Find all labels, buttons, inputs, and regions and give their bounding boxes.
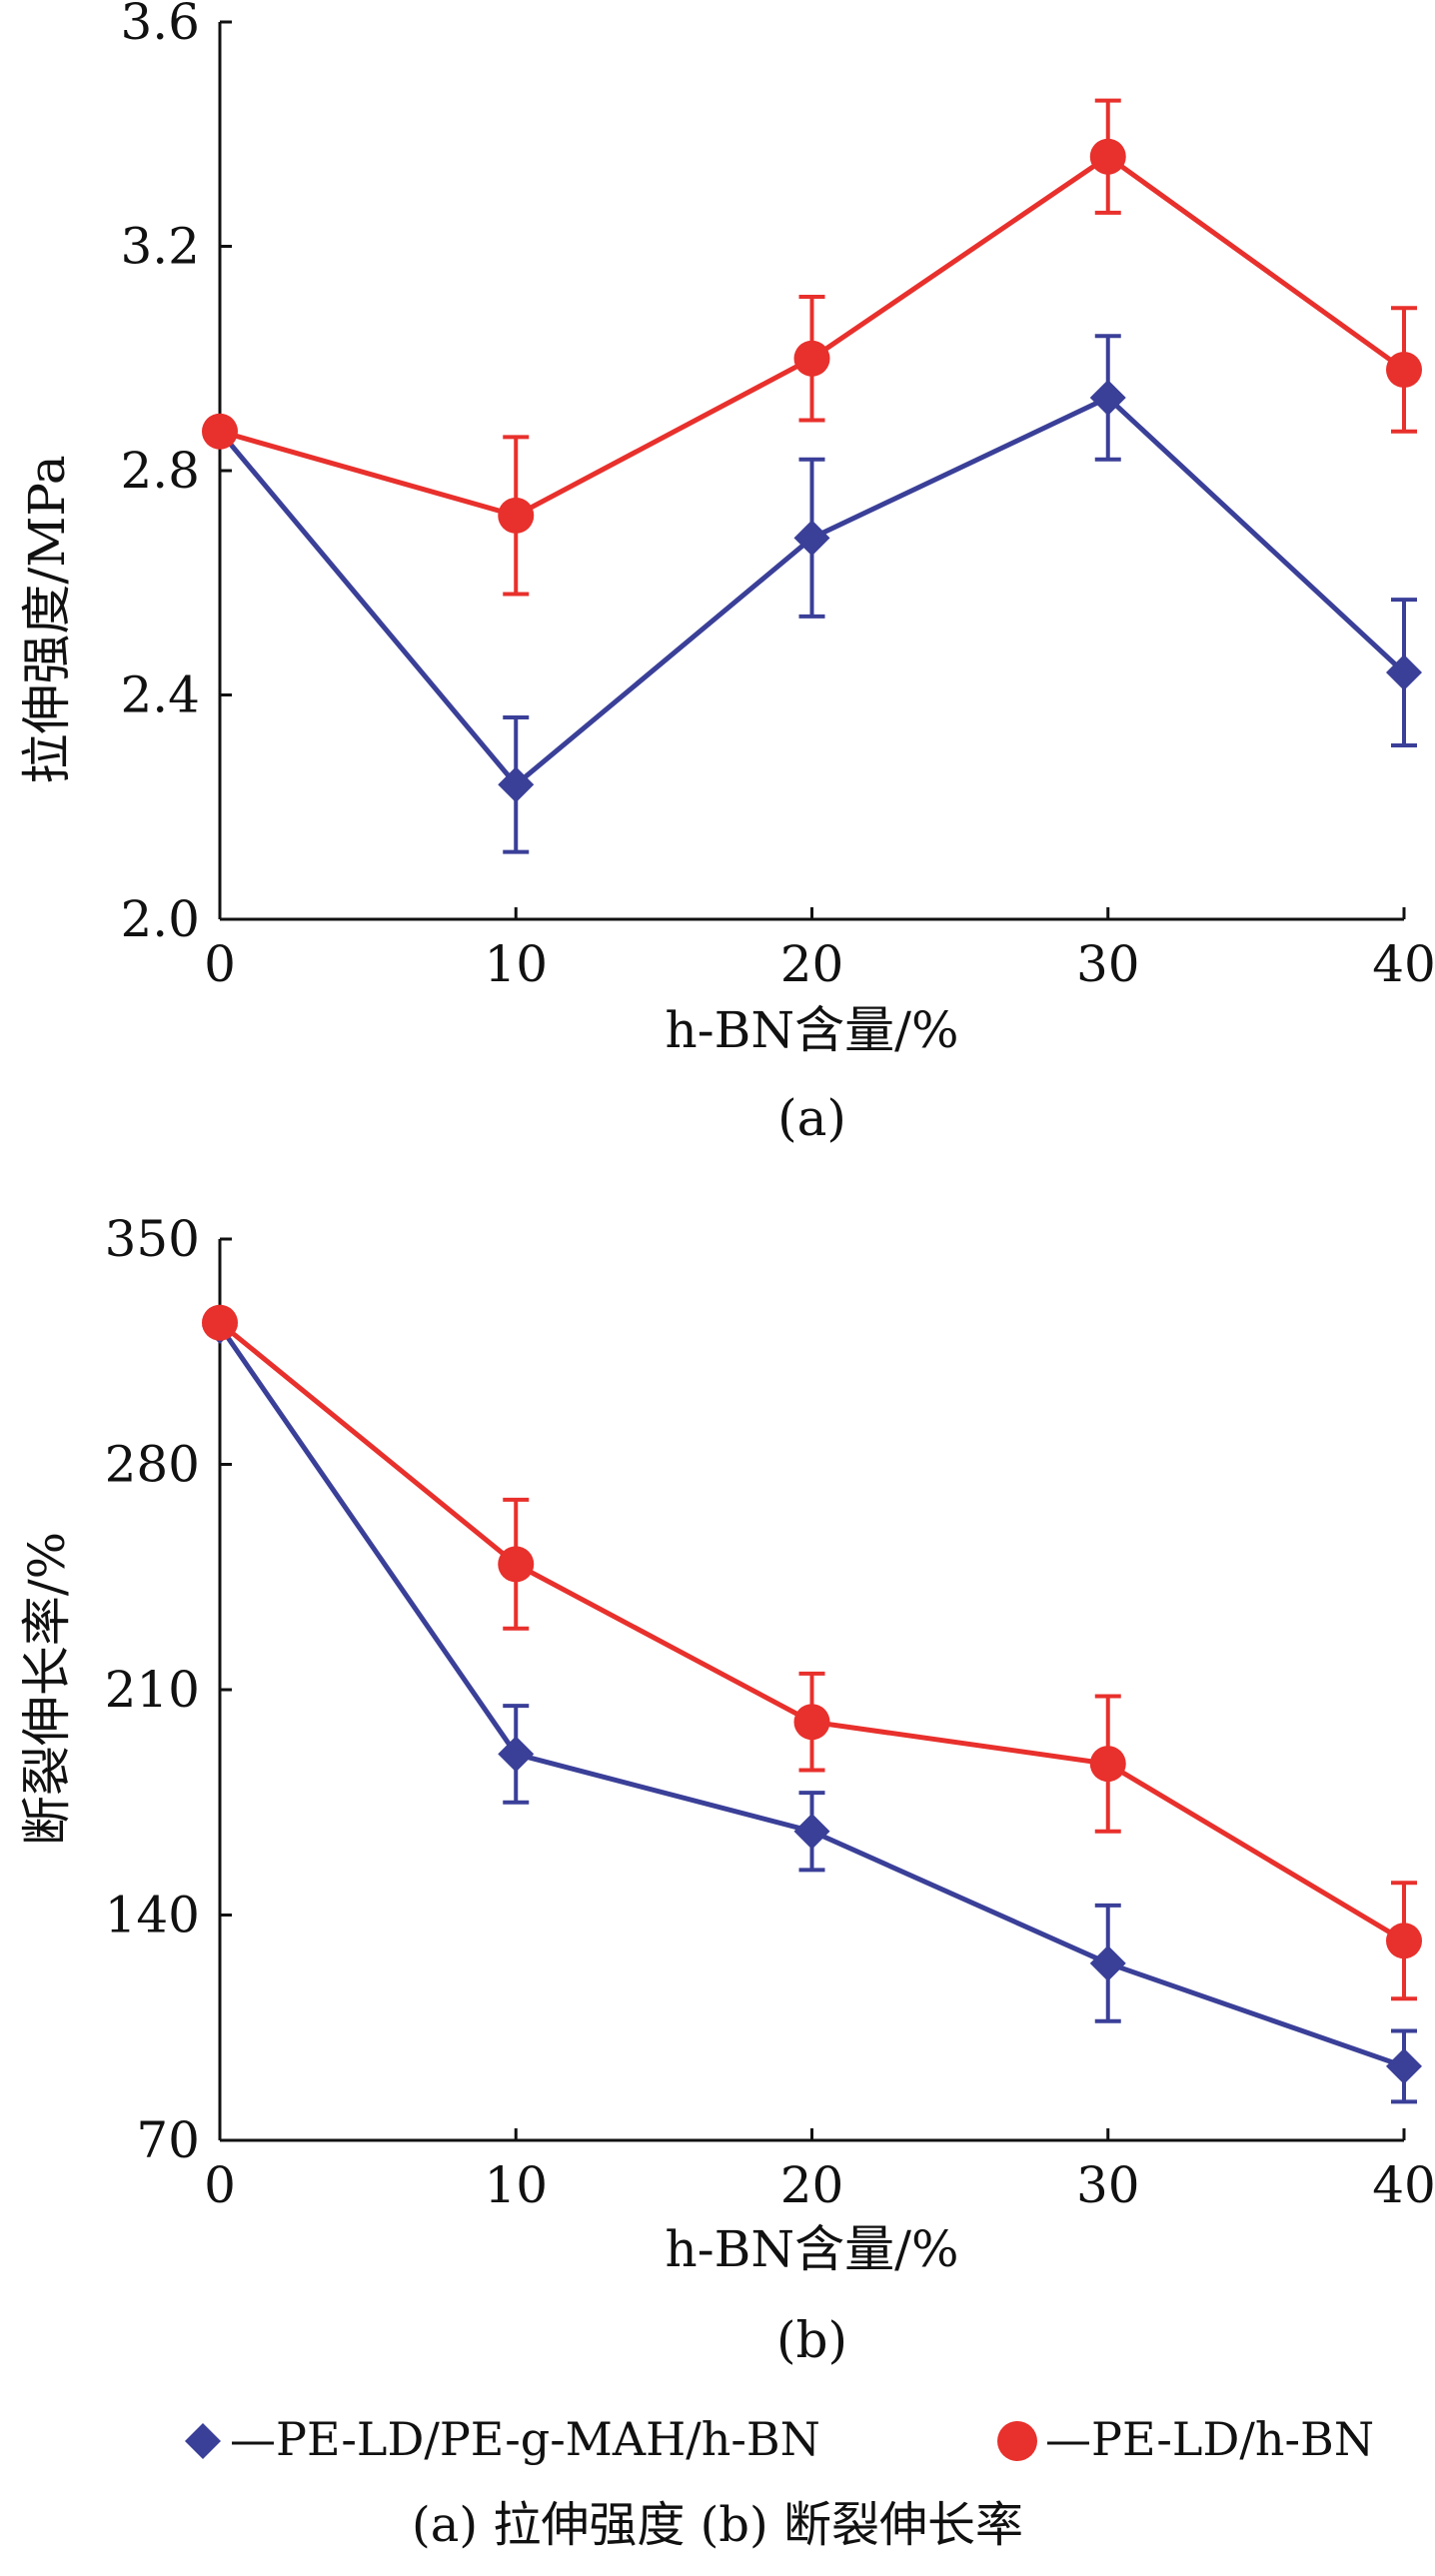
y-tick-label: 70 (136, 2111, 200, 2169)
legend: —PE-LD/PE-g-MAH/h-BN —PE-LD/h-BN (185, 2412, 1374, 2466)
y-tick-label: 280 (105, 1436, 200, 1494)
data-point-diamond (1386, 2047, 1422, 2084)
x-tick-label: 10 (484, 2156, 548, 2214)
y-tick-label: 2.0 (120, 890, 200, 948)
data-point-circle (498, 1546, 535, 1583)
data-point-diamond (1386, 654, 1422, 691)
y-tick-label: 140 (105, 1887, 200, 1944)
data-point-circle (1386, 1923, 1422, 1959)
x-tick-label: 0 (204, 935, 236, 993)
y-tick-label: 2.4 (120, 666, 200, 724)
data-point-circle (202, 413, 238, 450)
data-point-diamond (1089, 380, 1126, 417)
data-point-circle (1089, 1746, 1126, 1783)
y-axis-title: 断裂伸长率/% (18, 1532, 76, 1846)
chart-panel-a: 2.0 2.4 2.8 3.2 3.6 0 10 20 30 40 h-BN含量/% 拉伸强度/MPa… (18, 0, 1435, 1147)
y-tick-label: 2.8 (120, 442, 200, 500)
y-axis-title: 拉伸强度/MPa (18, 455, 76, 783)
data-point-diamond (498, 766, 535, 803)
data-point-diamond (1089, 1944, 1126, 1981)
data-point-circle (202, 1304, 238, 1341)
data-point-circle (1386, 351, 1422, 388)
y-tick-label: 210 (105, 1661, 200, 1719)
x-axis-title: h-BN含量/% (666, 1001, 959, 1059)
x-tick-label: 20 (780, 2156, 844, 2214)
chart-panel-b: 70 140 210 280 350 0 10 20 30 40 h-BN含量/% 断裂伸长率/% (b… (18, 1210, 1435, 2369)
x-tick-label: 10 (484, 935, 548, 993)
x-tick-label: 40 (1372, 2156, 1435, 2214)
data-point-diamond (793, 1813, 830, 1850)
data-point-circle (498, 497, 535, 534)
x-axis-title: h-BN含量/% (666, 2220, 959, 2278)
y-tick-label: 3.6 (120, 0, 200, 51)
x-tick-label: 20 (780, 935, 844, 993)
legend-diamond-icon (185, 2423, 221, 2459)
panel-label: (a) (777, 1089, 846, 1147)
data-point-circle (1089, 138, 1126, 175)
data-point-circle (793, 1704, 830, 1741)
data-point-circle (793, 340, 830, 377)
y-tick-label: 350 (105, 1210, 200, 1268)
panel-label: (b) (776, 2311, 847, 2369)
x-tick-label: 40 (1372, 935, 1435, 993)
legend-label-series-1: —PE-LD/PE-g-MAH/h-BN (230, 2412, 820, 2466)
x-tick-label: 30 (1076, 935, 1140, 993)
data-point-diamond (793, 520, 830, 557)
legend-circle-icon (997, 2421, 1037, 2461)
x-tick-label: 30 (1076, 2156, 1140, 2214)
data-point-diamond (498, 1736, 535, 1773)
figure-caption: (a) 拉伸强度 (b) 断裂伸长率 (412, 2497, 1023, 2553)
x-tick-label: 0 (204, 2156, 236, 2214)
legend-label-series-2: —PE-LD/h-BN (1045, 2412, 1374, 2466)
y-tick-label: 3.2 (120, 218, 200, 276)
